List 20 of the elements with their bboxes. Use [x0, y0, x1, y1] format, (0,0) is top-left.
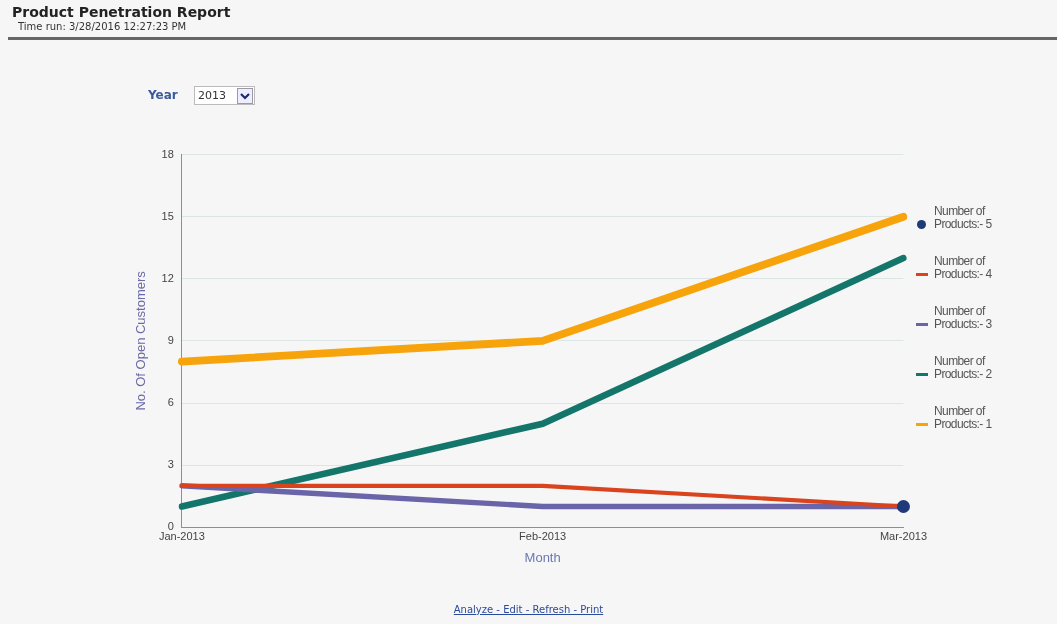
- y-tick-label: 12: [161, 271, 174, 284]
- y-tick-label: 18: [161, 147, 174, 160]
- y-tick-label: 3: [167, 458, 174, 471]
- chart-title: Product Penetration Report: [12, 4, 231, 20]
- y-tick-label: 9: [167, 333, 174, 346]
- y-tick-label: 6: [167, 396, 174, 409]
- x-axis-title: Month: [524, 549, 561, 565]
- legend-label: Number of Products:- 2: [934, 354, 992, 381]
- text: Analyze - Edit - Refresh - Print: [453, 604, 604, 615]
- legend-label: Number of Products:- 5: [934, 204, 992, 231]
- y-axis-title: No. Of Open Customers: [133, 270, 149, 411]
- x-tick-label: Mar-2013: [879, 529, 927, 542]
- legend-label: Number of Products:- 1: [934, 404, 992, 431]
- x-tick-label: Feb-2013: [519, 529, 567, 542]
- text: 2013: [198, 89, 226, 102]
- text: Year: [148, 88, 178, 102]
- legend-label: Number of Products:- 4: [934, 254, 992, 281]
- legend-label: Number of Products:- 3: [934, 304, 992, 331]
- y-tick-label: 15: [161, 209, 174, 222]
- chart-subtitle: Time run: 3/28/2016 12:27:23 PM: [18, 21, 187, 32]
